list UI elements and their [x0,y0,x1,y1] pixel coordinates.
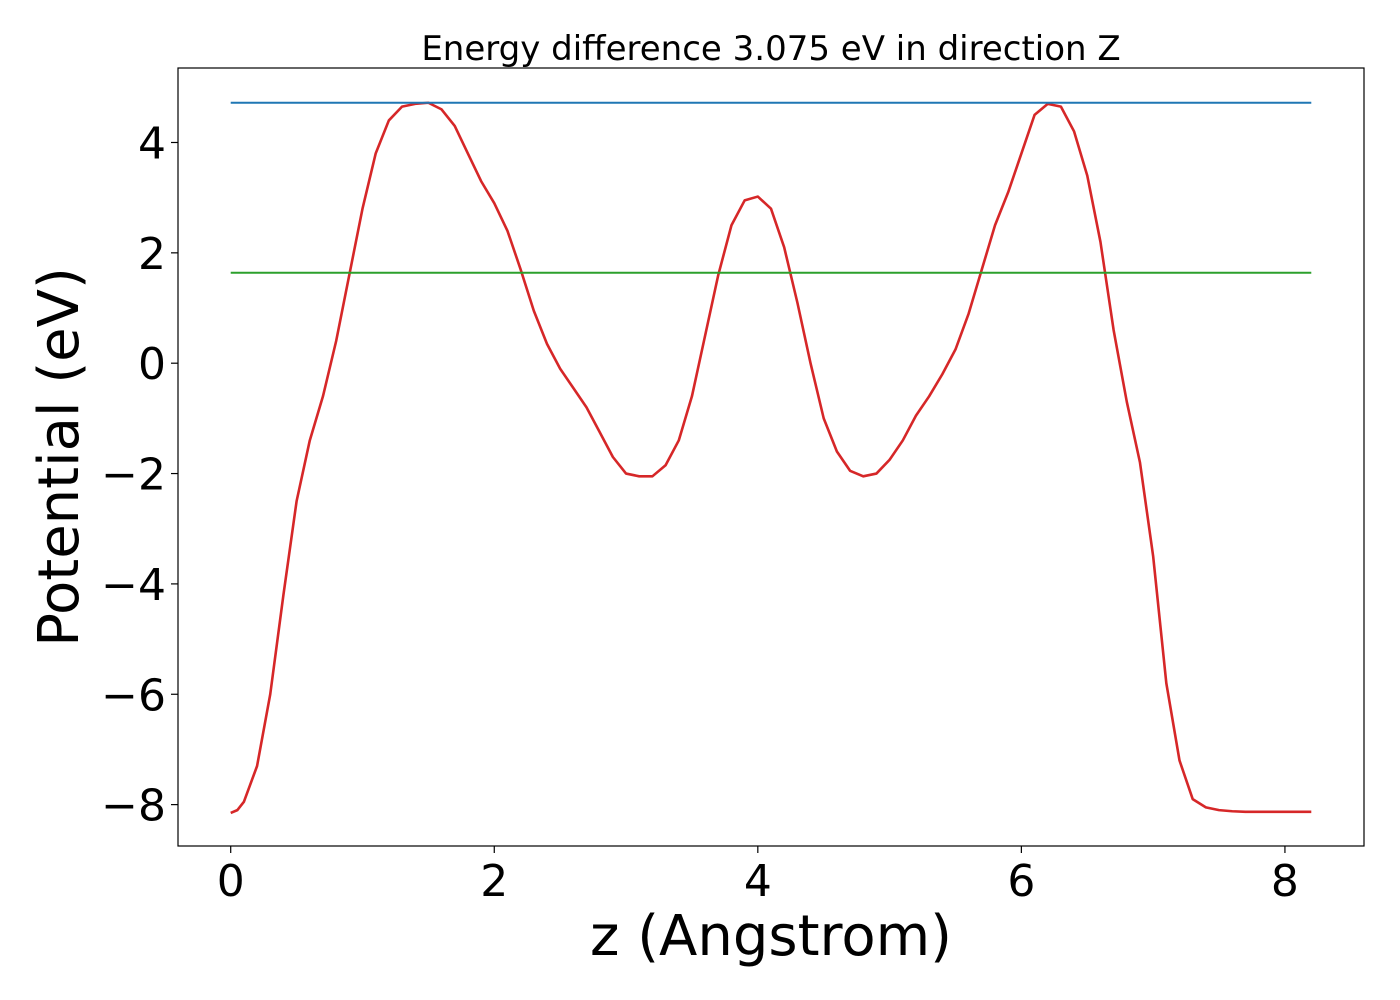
series-line-0 [230,101,1312,815]
y-axis: −8 −6 −4 −2 0 2 4 [101,118,178,832]
y-tick-label: −2 [101,450,166,501]
y-tick-label: −8 [101,781,166,832]
x-tick-label: 0 [217,856,245,907]
y-tick-label: −6 [101,670,166,721]
x-axis: 0 2 4 6 8 [217,846,1299,907]
x-tick-label: 2 [480,856,508,907]
x-tick-label: 4 [744,856,772,907]
y-tick-label: −4 [101,560,166,611]
y-axis-label: Potential (eV) [27,267,92,647]
y-tick-label: 0 [138,339,166,390]
x-tick-label: 8 [1271,856,1299,907]
series-layer [230,101,1312,815]
plot-frame [177,67,1365,847]
y-tick-label: 4 [138,118,166,169]
x-axis-label: z (Angstrom) [590,904,952,969]
chart-title: Energy difference 3.075 eV in direction … [421,29,1120,69]
y-tick-label: 2 [138,229,166,280]
x-tick-label: 6 [1007,856,1035,907]
